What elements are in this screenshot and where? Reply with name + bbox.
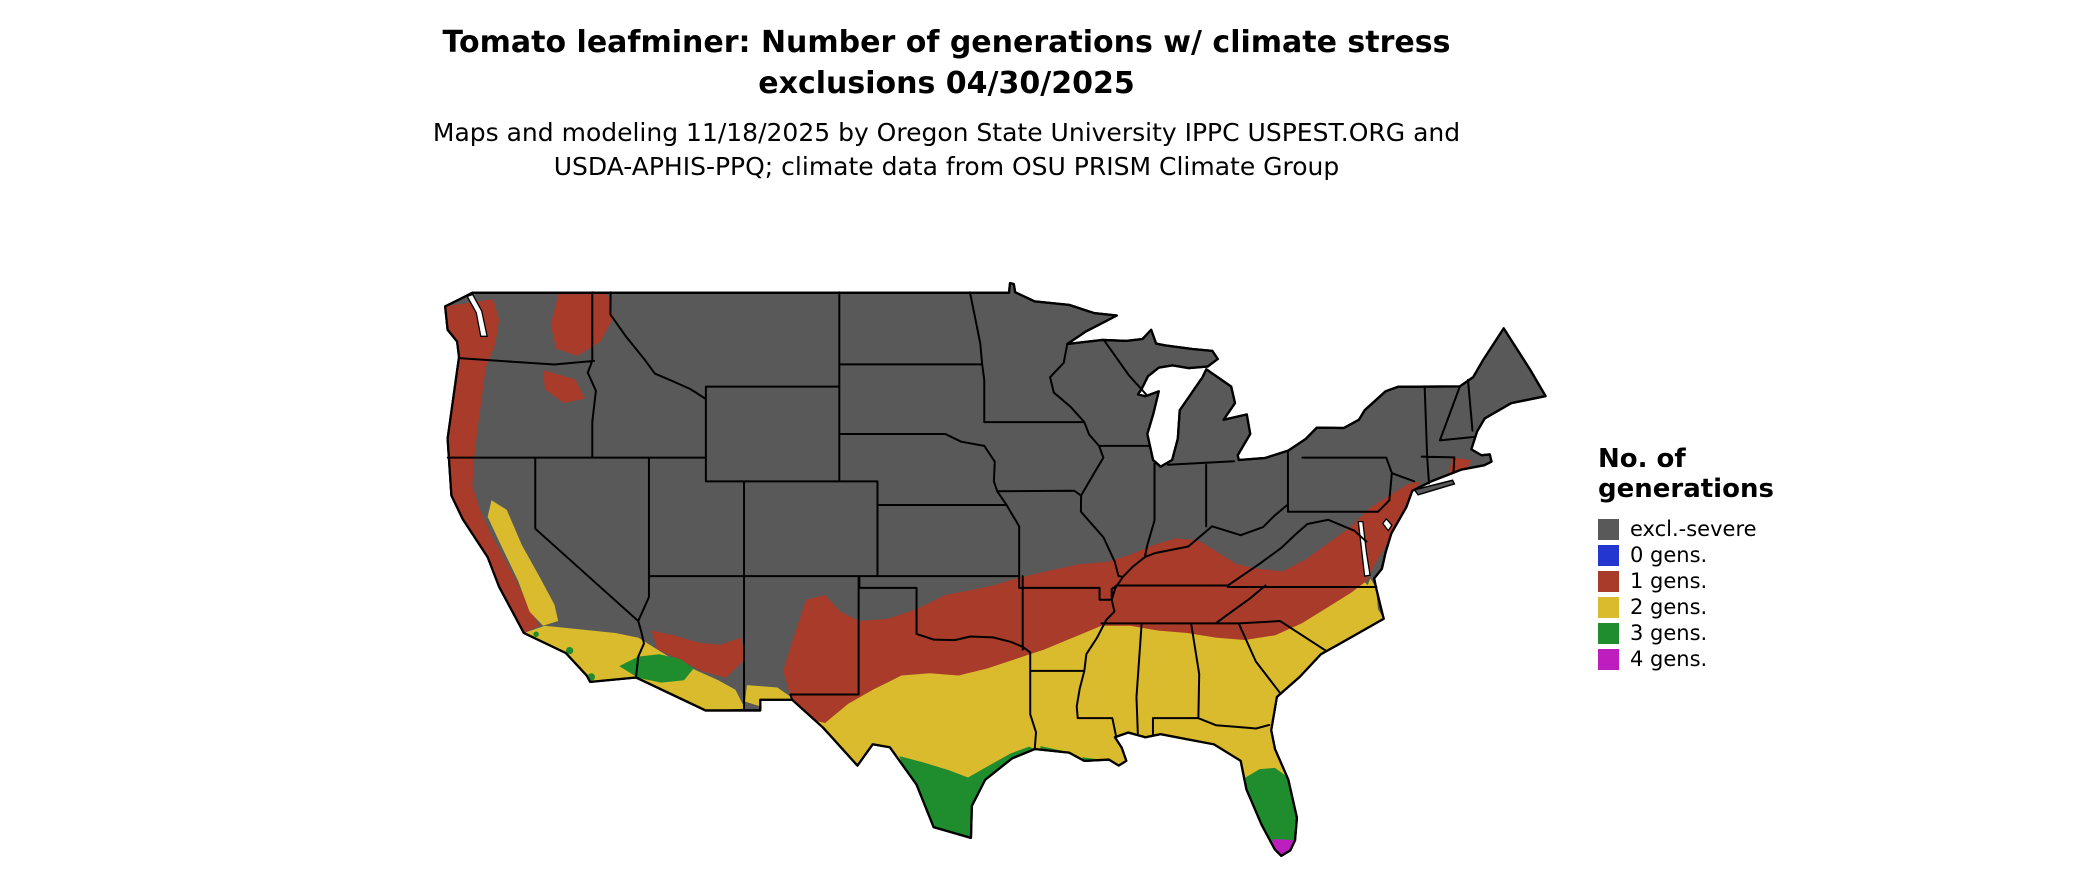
long-island (1413, 479, 1456, 496)
region-3-gens-florida (1245, 767, 1297, 856)
region-3-gens-south-texas (899, 746, 1035, 838)
delaware-bay-water (1381, 517, 1393, 532)
us-generations-map (440, 280, 1555, 884)
legend-swatch-0-gens (1598, 544, 1619, 566)
legend-swatch-3-gens (1598, 622, 1619, 644)
region-2-gens-central-valley (487, 500, 559, 626)
region-4-gens-keys-3 (1261, 868, 1266, 873)
us-map-svg (444, 281, 1547, 875)
legend-label-4-gens: 4 gens. (1630, 647, 1708, 671)
legend-label-2-gens: 2 gens. (1630, 595, 1708, 619)
legend-title: No. of generations (1598, 444, 1774, 504)
legend-item-2-gens: 2 gens. (1598, 594, 1774, 620)
region-2-gens-carolina-coast (1292, 578, 1384, 677)
legend-label-0-gens: 0 gens. (1630, 543, 1708, 567)
legend-item-excl-severe: excl.-severe (1598, 516, 1774, 542)
legend-title-line1: No. of (1598, 444, 1686, 474)
legend-item-4-gens: 4 gens. (1598, 646, 1774, 672)
region-1-gens-southern-new-england (1448, 457, 1472, 475)
legend-label-excl-severe: excl.-severe (1630, 517, 1757, 541)
region-4-gens-keys-1 (1240, 868, 1245, 873)
legend: No. of generations excl.-severe 0 gens. … (1598, 444, 1774, 672)
region-4-gens-keys-2 (1251, 870, 1256, 875)
region-1-gens-central-arizona (651, 630, 746, 678)
map-title-line1: Tomato leafminer: Number of generations … (442, 25, 1451, 60)
legend-items: excl.-severe 0 gens. 1 gens. 2 gens. 3 g… (1598, 516, 1774, 672)
legend-swatch-2-gens (1598, 596, 1619, 618)
legend-label-3-gens: 3 gens. (1630, 621, 1708, 645)
region-3-gens-los-angeles-speck (566, 646, 574, 655)
legend-title-line2: generations (1598, 474, 1774, 504)
region-1-gens-west-coast (445, 298, 540, 633)
map-subtitle-line1: Maps and modeling 11/18/2025 by Oregon S… (432, 118, 1461, 147)
region-3-gens-santa-barbara-speck (533, 631, 539, 637)
legend-item-1-gens: 1 gens. (1598, 568, 1774, 594)
map-subtitle: Maps and modeling 11/18/2025 by Oregon S… (0, 116, 1893, 184)
map-subtitle-line2: USDA-APHIS-PPQ; climate data from OSU PR… (553, 152, 1340, 181)
region-1-gens-mid-south-band (783, 481, 1420, 723)
generation-regions (445, 294, 1472, 875)
legend-item-3-gens: 3 gens. (1598, 620, 1774, 646)
legend-swatch-1-gens (1598, 570, 1619, 592)
region-1-gens-northern-idaho (550, 294, 614, 356)
region-4-gens-keys-4 (1271, 865, 1276, 870)
state-borders (446, 291, 1475, 751)
legend-item-0-gens: 0 gens. (1598, 542, 1774, 568)
chesapeake-bay-water (1357, 520, 1371, 577)
legend-swatch-4-gens (1598, 648, 1619, 670)
map-title-line2: exclusions 04/30/2025 (758, 66, 1135, 101)
legend-label-1-gens: 1 gens. (1630, 569, 1708, 593)
legend-swatch-excl-severe (1598, 518, 1619, 540)
region-1-gens-ne-oregon (542, 370, 585, 404)
map-header: Tomato leafminer: Number of generations … (0, 22, 1893, 184)
